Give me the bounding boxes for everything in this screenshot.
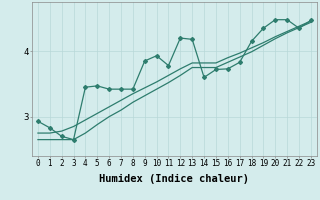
- X-axis label: Humidex (Indice chaleur): Humidex (Indice chaleur): [100, 174, 249, 184]
